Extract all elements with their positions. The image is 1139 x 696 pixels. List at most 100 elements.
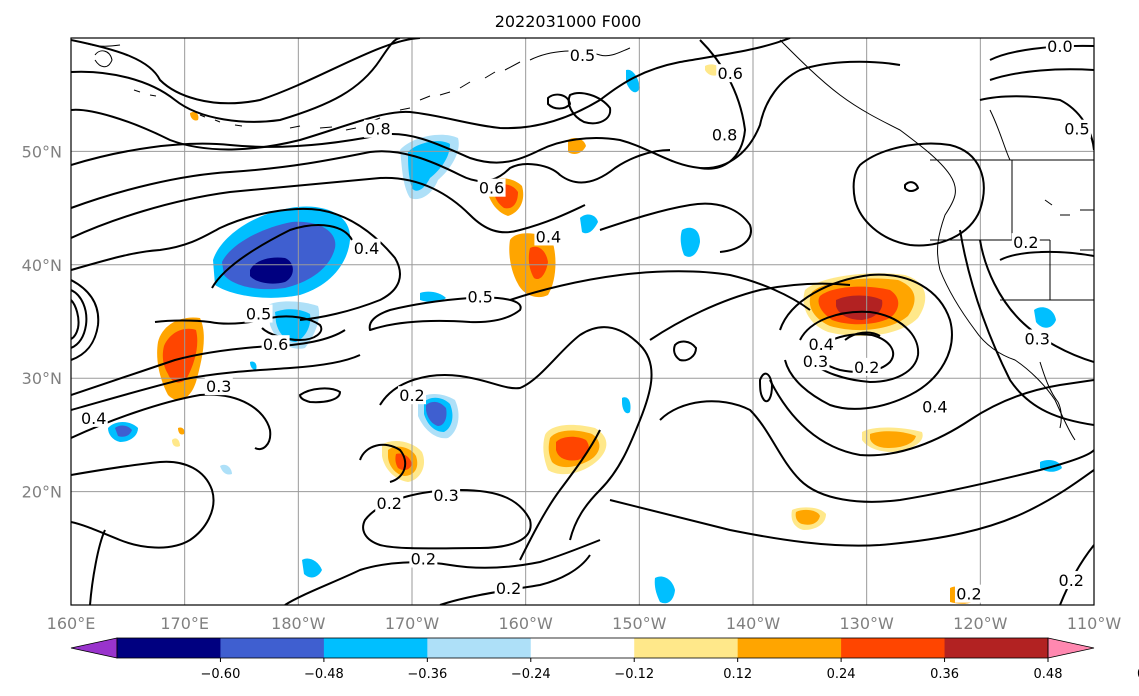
contour-label: 0.4 bbox=[354, 239, 379, 258]
colorbar-extend-low bbox=[70, 637, 118, 659]
contour-label: 0.3 bbox=[433, 486, 458, 505]
contour-label: 0.2 bbox=[411, 550, 436, 569]
contour-label: 0.5 bbox=[246, 305, 271, 324]
contour-label-bg bbox=[375, 493, 404, 512]
contour-label-bg bbox=[920, 397, 949, 416]
colorbar-segment bbox=[220, 638, 325, 658]
colorbar-tick-label: −0.60 bbox=[201, 667, 241, 682]
lon-tick-label: 150°W bbox=[612, 614, 667, 633]
contour-label: 0.2 bbox=[854, 358, 879, 377]
lon-tick-label: 160°W bbox=[498, 614, 553, 633]
contour-label: 0.3 bbox=[206, 377, 231, 396]
contour-label-bg bbox=[261, 335, 290, 354]
colorbar-segment bbox=[634, 638, 739, 658]
contour-label-bg bbox=[494, 578, 523, 597]
colorbar-tick-label: −0.48 bbox=[304, 667, 344, 682]
lon-tick-label: 160°E bbox=[47, 614, 96, 633]
lat-tick-label: 50°N bbox=[22, 142, 62, 161]
contour-label-bg bbox=[477, 178, 506, 197]
contour-label: 0.2 bbox=[399, 386, 424, 405]
map-gridlines bbox=[71, 38, 1094, 605]
contour-label-bg bbox=[534, 227, 563, 246]
contour-label: 0.4 bbox=[922, 398, 947, 417]
colorbar-tick-label: 0.36 bbox=[930, 667, 959, 682]
contour-label-bg bbox=[1011, 233, 1040, 252]
contour-label-bg bbox=[1057, 571, 1086, 590]
contour-label-bg bbox=[852, 357, 881, 376]
contour-label: 0.2 bbox=[377, 494, 402, 513]
contour-label: 0.2 bbox=[956, 585, 981, 604]
contour-label: 0.0 bbox=[1047, 37, 1072, 56]
lon-tick-label: 180°W bbox=[271, 614, 326, 633]
lon-tick-label: 170°W bbox=[385, 614, 440, 633]
colorbar-segment bbox=[530, 638, 635, 658]
contour-label: 0.5 bbox=[570, 46, 595, 65]
contour-label: 0.2 bbox=[496, 579, 521, 598]
contour-label: 0.6 bbox=[263, 335, 288, 354]
colorbar-segment bbox=[323, 638, 428, 658]
lat-tick-label: 20°N bbox=[22, 483, 62, 502]
colorbar-segment bbox=[944, 638, 1049, 658]
contour-label: 0.8 bbox=[365, 120, 390, 139]
colorbar-segment bbox=[117, 638, 221, 658]
colorbar-segment bbox=[841, 638, 946, 658]
contour-label: 0.5 bbox=[1064, 120, 1089, 139]
contour-label-bg bbox=[432, 486, 461, 505]
contour-label: 0.6 bbox=[718, 64, 743, 83]
colorbar-segment bbox=[737, 638, 842, 658]
contour-label-bg bbox=[409, 549, 438, 568]
anomaly-shading bbox=[108, 64, 1062, 604]
colorbar-extend-high bbox=[1047, 637, 1095, 659]
colorbar-segment bbox=[427, 638, 532, 658]
contour-label: 0.4 bbox=[536, 227, 561, 246]
contour-label-bg bbox=[204, 377, 233, 396]
colorbar-outline bbox=[116, 637, 1049, 659]
contour-label: 0.2 bbox=[1059, 571, 1084, 590]
lat-tick-label: 30°N bbox=[22, 369, 62, 388]
lon-tick-label: 130°W bbox=[839, 614, 894, 633]
contour-label-bg bbox=[568, 46, 597, 65]
contour-label-bg bbox=[1023, 329, 1052, 348]
colorbar-tick-label: 0.24 bbox=[827, 667, 856, 682]
lon-tick-label: 140°W bbox=[726, 614, 781, 633]
contour-label: 0.3 bbox=[1024, 330, 1049, 349]
map-plot-area: 0.50.60.8 0.80.60.40.40.50.50.60.30.40.20… bbox=[71, 37, 1094, 605]
contour-label-bg bbox=[398, 386, 426, 405]
contour-label-bg bbox=[954, 584, 983, 603]
contour-label: 0.4 bbox=[808, 335, 833, 354]
contour-label-bg bbox=[716, 64, 745, 83]
contour-label: 0.6 bbox=[479, 179, 504, 198]
contour-label: 0.4 bbox=[81, 409, 106, 428]
contour-label: 0.3 bbox=[803, 352, 828, 371]
contour-label-bg bbox=[710, 125, 739, 144]
contour-lines bbox=[71, 38, 1094, 605]
contour-label: 0.8 bbox=[712, 125, 737, 144]
contour-label-bg bbox=[807, 335, 836, 354]
contour-labels: 0.50.60.8 0.80.60.40.40.50.50.60.30.40.20… bbox=[79, 37, 1091, 604]
coastlines bbox=[81, 39, 1094, 441]
contour-label-bg bbox=[801, 352, 830, 371]
map-title: 2022031000 F000 bbox=[495, 12, 642, 31]
colorbar: −0.60 −0.48 −0.36 −0.24 −0.12 0.12 0.24 0.36 0.4… bbox=[70, 637, 1139, 682]
lon-tick-label: 170°E bbox=[160, 614, 209, 633]
contour-label-bg bbox=[1062, 119, 1091, 138]
contour-label-bg bbox=[79, 408, 108, 427]
map-frame bbox=[70, 37, 1095, 606]
contour-label-bg bbox=[1045, 38, 1074, 55]
lat-tick-label: 40°N bbox=[22, 256, 62, 275]
contour-label-bg bbox=[244, 304, 273, 323]
contour-label: 0.5 bbox=[467, 288, 492, 307]
colorbar-tick-label: 0.48 bbox=[1034, 667, 1063, 682]
colorbar-tick-label: −0.36 bbox=[407, 667, 447, 682]
contour-label-bg bbox=[466, 287, 495, 306]
colorbar-tick-label: 0.12 bbox=[723, 667, 752, 682]
contour-label: 0.2 bbox=[1013, 233, 1038, 252]
colorbar-tick-label: 0.60 bbox=[1137, 667, 1139, 682]
colorbar-tick-label: −0.12 bbox=[614, 667, 654, 682]
contour-label-bg bbox=[363, 119, 392, 138]
axis-tick-labels: 160°E 170°E 180°W 170°W 160°W 150°W 140°W 130°W… bbox=[22, 142, 1122, 633]
lon-tick-label: 110°W bbox=[1067, 614, 1122, 633]
colorbar-tick-label: −0.24 bbox=[511, 667, 551, 682]
lon-tick-label: 120°W bbox=[953, 614, 1008, 633]
